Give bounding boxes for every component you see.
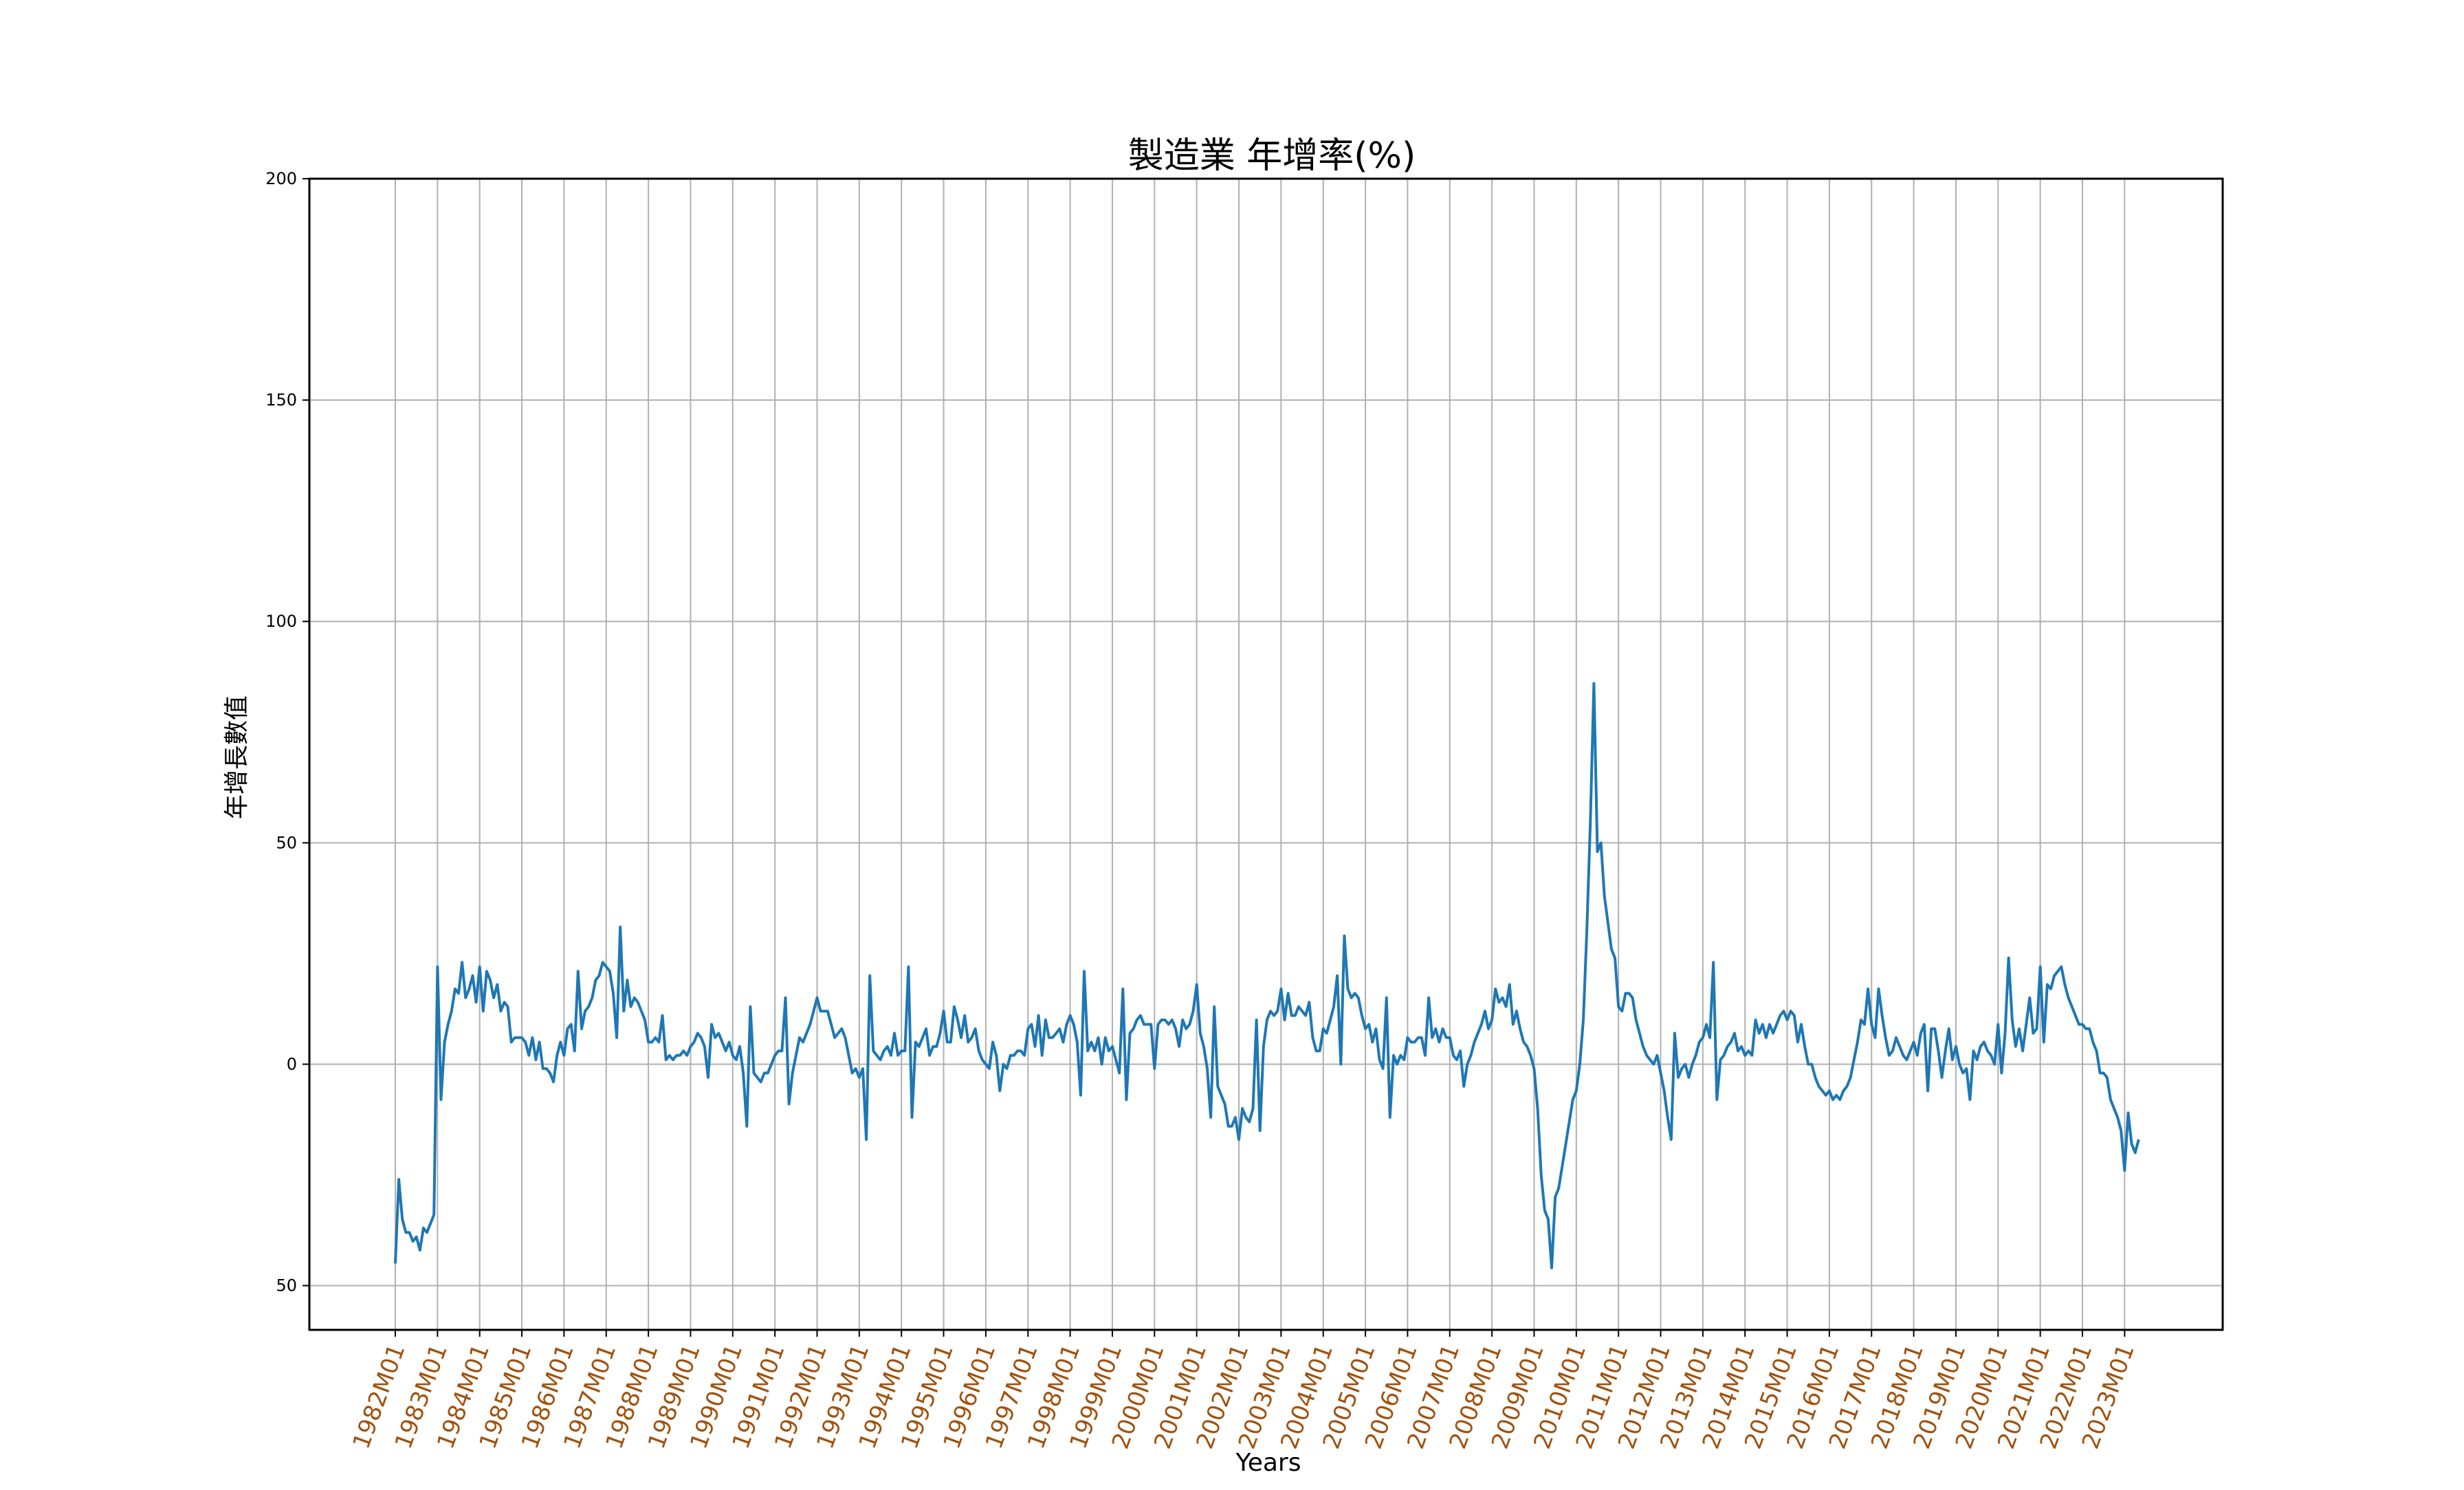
- x-axis-ticks: 1982M011983M011984M011985M011986M011987M…: [347, 1330, 2140, 1453]
- series-line: [394, 682, 2140, 1269]
- y-tick-label: 0: [287, 1054, 297, 1074]
- plot-frame: [308, 177, 2224, 1331]
- y-tick-label: 200: [265, 169, 297, 188]
- x-axis-label: Years: [1235, 1449, 1301, 1477]
- y-tick-label: 150: [265, 390, 297, 410]
- grid-layer: [309, 178, 2223, 1330]
- series-layer: [394, 682, 2140, 1269]
- y-tick-label: 50: [276, 1276, 297, 1296]
- chart-title: 製造業 年增率(%): [1128, 135, 1416, 177]
- y-axis-label: 年增長數值: [223, 696, 251, 819]
- y-tick-label: 50: [276, 833, 297, 852]
- y-tick-label: 100: [265, 612, 297, 631]
- y-axis-ticks: 200 150 100 50 0 50: [265, 169, 309, 1296]
